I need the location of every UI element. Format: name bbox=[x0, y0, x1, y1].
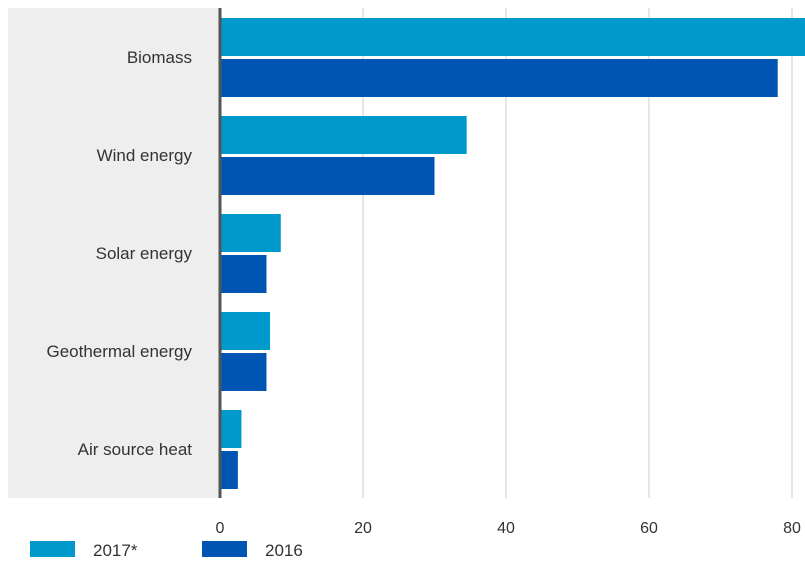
bar-2017-biomass bbox=[221, 18, 805, 56]
bar-2016-biomass bbox=[221, 59, 778, 97]
legend-swatch bbox=[30, 541, 75, 557]
legend-label: 2016 bbox=[265, 541, 303, 559]
bar-2017-air-source-heat bbox=[221, 410, 242, 448]
bar-2017-wind-energy bbox=[221, 116, 467, 154]
bar-2016-solar-energy bbox=[221, 255, 267, 293]
bar-2017-geothermal-energy bbox=[221, 312, 271, 350]
x-tick-labels: 0 20 40 60 80 bbox=[216, 520, 801, 537]
category-label: Geothermal energy bbox=[46, 342, 192, 361]
x-tick-label: 20 bbox=[354, 520, 372, 537]
category-label: Solar energy bbox=[96, 244, 193, 263]
legend-swatch bbox=[202, 541, 247, 557]
category-label: Air source heat bbox=[78, 440, 193, 459]
bars bbox=[221, 18, 805, 489]
bar-2016-air-source-heat bbox=[221, 451, 238, 489]
x-tick-label: 60 bbox=[640, 520, 658, 537]
legend-label: 2017* bbox=[93, 541, 138, 559]
x-tick-label: 80 bbox=[783, 520, 801, 537]
x-tick-label: 40 bbox=[497, 520, 515, 537]
bar-2017-solar-energy bbox=[221, 214, 281, 252]
category-labels: Biomass Wind energy Solar energy Geothermal… bbox=[46, 48, 192, 459]
x-tick-label: 0 bbox=[216, 520, 225, 537]
category-label: Biomass bbox=[127, 48, 192, 67]
legend: 2017* 2016 bbox=[30, 541, 303, 560]
bar-2016-geothermal-energy bbox=[221, 353, 267, 391]
category-label: Wind energy bbox=[97, 146, 193, 165]
bar-2016-wind-energy bbox=[221, 157, 435, 195]
category-label-panel bbox=[8, 8, 219, 498]
